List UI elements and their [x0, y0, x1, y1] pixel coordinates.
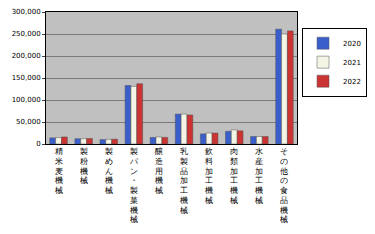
- svg-text:水産加工機械: 水産加工機械: [255, 147, 263, 205]
- svg-text:肉類加工機械: 肉類加工機械: [230, 147, 238, 205]
- svg-text:製めん機械: 製めん機械: [105, 147, 113, 195]
- svg-text:300,000: 300,000: [12, 8, 41, 16]
- svg-text:250,000: 250,000: [12, 30, 41, 38]
- svg-text:精米麦機械: 精米麦機械: [55, 147, 63, 195]
- svg-text:150,000: 150,000: [12, 74, 41, 82]
- svg-text:2021: 2021: [343, 59, 361, 67]
- svg-text:醸造用機械: 醸造用機械: [155, 147, 163, 195]
- svg-text:飲料加工機械: 飲料加工機械: [205, 147, 213, 205]
- svg-text:製パン・製菓機械: 製パン・製菓機械: [129, 147, 139, 224]
- svg-text:200,000: 200,000: [12, 52, 41, 60]
- svg-text:その他の食品機械: その他の食品機械: [280, 147, 288, 224]
- svg-text:100,000: 100,000: [12, 96, 41, 104]
- svg-text:50,000: 50,000: [16, 118, 41, 126]
- svg-text:製粉機械: 製粉機械: [80, 147, 88, 185]
- svg-text:乳製品加工機械: 乳製品加工機械: [180, 147, 188, 215]
- svg-text:2020: 2020: [343, 40, 361, 48]
- svg-text:2022: 2022: [343, 78, 361, 86]
- svg-text:0: 0: [36, 140, 40, 148]
